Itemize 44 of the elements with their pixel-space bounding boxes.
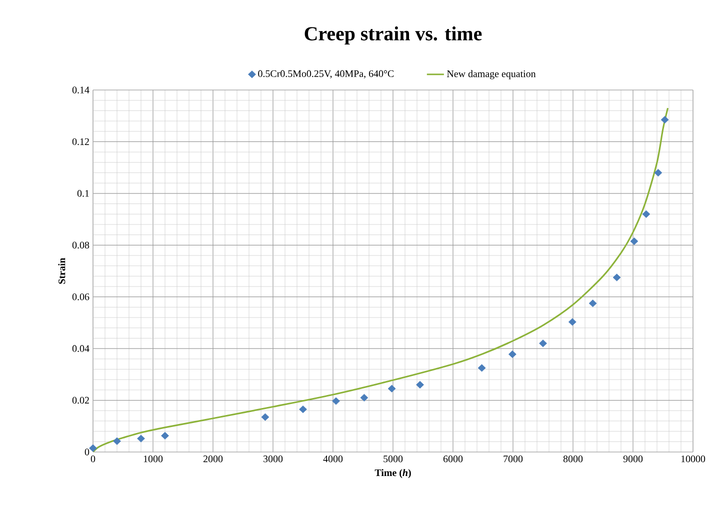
y-tick-label: 0.04 xyxy=(72,345,90,352)
y-tick-label: 0.02 xyxy=(72,396,89,404)
point xyxy=(332,397,340,405)
x-tick-label: 10000 xyxy=(681,456,706,462)
point xyxy=(588,300,597,308)
y-tick-label: 0.12 xyxy=(72,138,89,146)
x-tick-label: 0 xyxy=(90,456,96,462)
y-tick-label: 0.08 xyxy=(72,242,90,249)
point xyxy=(642,210,650,218)
point xyxy=(89,444,97,452)
point xyxy=(612,274,621,282)
x-tick-label: 8000 xyxy=(563,456,583,462)
point xyxy=(660,116,669,124)
x-tick-label: 7000 xyxy=(504,456,523,462)
x-axis-title: Time (h) xyxy=(374,469,411,478)
point xyxy=(261,413,270,421)
point xyxy=(137,434,145,442)
chart-title: Creep strain vs. time xyxy=(304,26,482,44)
point xyxy=(388,384,396,392)
x-tick-label: 9000 xyxy=(623,456,643,462)
x-tick-label: 5000 xyxy=(384,456,403,462)
point xyxy=(161,432,169,440)
legend-label: New damage equation xyxy=(446,70,536,80)
point xyxy=(539,340,547,348)
y-tick-label: 0.1 xyxy=(77,190,89,197)
legend-label: 0.5Cr0.5Mo0.25V, 40MPa, 640°C xyxy=(258,70,394,78)
point xyxy=(360,394,368,402)
y-axis-title: Strain xyxy=(58,258,66,284)
x-tick-label: 1000 xyxy=(144,456,163,462)
point xyxy=(299,406,307,414)
y-tick-label: 0.06 xyxy=(72,293,90,300)
point xyxy=(568,318,576,326)
x-tick-label: 4000 xyxy=(323,456,343,462)
point xyxy=(654,168,662,177)
point xyxy=(478,364,486,372)
point xyxy=(416,380,424,389)
point xyxy=(508,350,516,358)
y-tick-label: 0 xyxy=(84,448,90,456)
x-tick-label: 6000 xyxy=(443,456,463,462)
x-tick-label: 2000 xyxy=(203,456,223,462)
point xyxy=(630,237,638,246)
x-tick-label: 3000 xyxy=(264,456,283,462)
point xyxy=(113,437,121,445)
y-tick-label: 0.14 xyxy=(72,86,90,94)
